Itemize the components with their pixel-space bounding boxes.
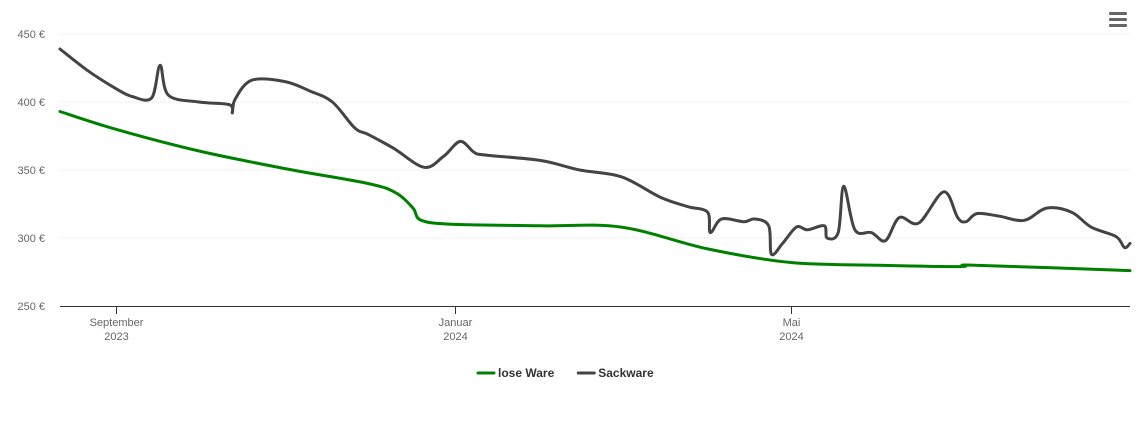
y-tick-label: 350 € [17,165,45,177]
series-lines [58,47,1132,273]
x-tick-label: Mai [783,317,801,329]
y-tick-label: 450 € [17,29,45,41]
legend-item-sackware[interactable]: Sackware [576,366,654,380]
grid-lines [60,33,1130,239]
x-tick-label: September [90,317,144,329]
x-tick-label: Januar [439,317,473,329]
x-axis: September 2023 Januar 2024 Mai 2024 [60,306,1130,343]
legend[interactable]: lose Ware Sackware [476,366,654,380]
series-line-sackware [58,47,1132,257]
y-axis-tick-labels: 250 € 300 € 350 € 400 € 450 € [17,29,45,313]
x-tick-label: 2023 [104,331,128,343]
y-tick-label: 400 € [17,97,45,109]
x-tick-label: 2024 [779,331,803,343]
legend-item-lose-ware[interactable]: lose Ware [476,366,555,380]
series-line-lose-ware [58,110,1132,273]
legend-label: Sackware [598,366,654,380]
hamburger-menu-icon[interactable] [1108,12,1128,30]
y-tick-label: 250 € [17,301,45,313]
x-tick-label: 2024 [443,331,467,343]
y-tick-label: 300 € [17,233,45,245]
legend-label: lose Ware [498,366,555,380]
